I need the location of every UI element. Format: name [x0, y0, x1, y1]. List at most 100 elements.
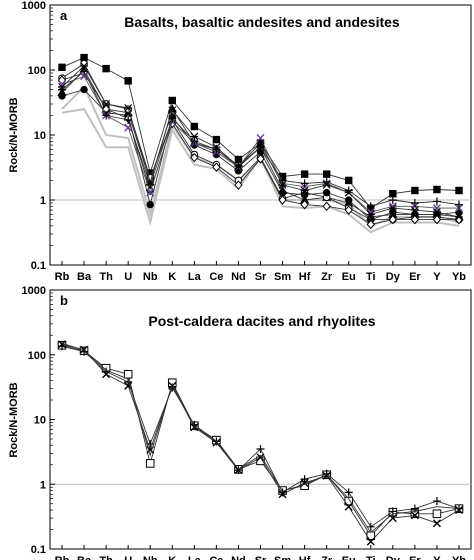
panel-a-series-6-point: [455, 212, 463, 221]
panel-b-x-ticks: Rb Ba Th U Nb K La Ce Nd Sr Sm Hf Zr Eu Ti Dy Er Y Yb: [55, 545, 466, 560]
panel-a-series-7-point: [278, 176, 287, 185]
panel-a-series-4-point: [168, 118, 177, 129]
panel-a-x-tick-label: Dy: [386, 271, 401, 283]
panel-a-series-5-point: [146, 188, 155, 197]
panel-a-series-7-point: [190, 137, 199, 146]
panel-a-y-tick-label: 10: [34, 130, 46, 142]
panel-a-x-tick-label: U: [124, 271, 132, 283]
panel-a-series-4-point: [432, 214, 442, 225]
panel-a-series-7-point: [212, 145, 221, 154]
panel-b-y-tick-label: 0.1: [31, 544, 46, 556]
panel-b-series-2-point: [366, 537, 375, 546]
panel-b-y-tick-label: 1000: [22, 285, 46, 297]
panel-b-label: b: [60, 293, 68, 308]
panel-b-series-1-point: [344, 488, 353, 497]
panel-a-x-tick-label: Sm: [274, 271, 291, 283]
panel-b-x-tick-label: Ba: [77, 555, 92, 560]
panel-a-title: Basalts, basaltic andesites and andesite…: [124, 14, 400, 30]
panel-b-series-3-line: [61, 342, 460, 534]
panel-b-y-ticks: 0.1 1 10 100 1000: [22, 285, 55, 556]
panel-b-series-2-point: [455, 506, 463, 515]
panel-b-series-2-point: [344, 502, 353, 511]
panel-b: b Post-caldera dacites and rhyolites Roc…: [8, 285, 472, 560]
panel-b-series-1-point: [366, 522, 375, 531]
panel-a-series-7-point: [344, 186, 353, 195]
panel-a-x-tick-label: Ba: [77, 271, 92, 283]
panel-b-series-2-point: [278, 490, 287, 499]
panel-a-series-6-point: [388, 204, 397, 213]
panel-b-x-tick-label: Hf: [299, 555, 311, 560]
panel-b-series-1-point: [256, 445, 265, 454]
panel-a-series-6-point: [432, 208, 441, 217]
panel-b-title: Post-caldera dacites and rhyolites: [148, 313, 375, 329]
panel-a-series-0-point: [212, 135, 221, 144]
panel-a-series-7-point: [300, 179, 309, 188]
panel-a-x-tick-label: K: [168, 271, 176, 283]
panel-b-x-tick-label: Sr: [255, 555, 267, 560]
panel-a-series-4-point: [190, 152, 199, 163]
panel-a-series-6-point: [102, 100, 111, 108]
panel-b-y-tick-label: 1: [40, 479, 46, 491]
panel-a-series-7-point: [124, 116, 133, 125]
panel-b-x-tick-label: Ce: [209, 555, 223, 560]
panel-b-series-0-point: [123, 369, 133, 379]
panel-b-y-axis-label: Rock/N-MORB: [8, 382, 20, 457]
panel-a-series-3-point: [146, 200, 154, 209]
panel-a-series-4-point: [300, 199, 309, 210]
panel-b-series-2-point: [58, 340, 66, 349]
panel-a-series-7-point: [256, 143, 265, 152]
panel-a-series-0-point: [389, 190, 397, 198]
panel-a-x-tick-label: Y: [433, 271, 441, 283]
panel-a-series-6-point: [300, 186, 309, 195]
panel-a-label: a: [60, 8, 68, 23]
panel-a-series-0-point: [190, 122, 199, 131]
panel-a-x-tick-label: Nb: [143, 271, 158, 283]
panel-a-series-0-point: [433, 185, 441, 194]
panel-b-x-tick-label: Th: [99, 555, 113, 560]
panel-a-series-2-point: [80, 59, 88, 68]
panel-b-series-2-point: [102, 370, 111, 379]
panel-b-x-tick-label: K: [168, 555, 176, 560]
panel-a-series-3-point: [345, 196, 353, 204]
panel-a-x-tick-label: Hf: [299, 271, 311, 283]
panel-a-x-tick-label: Yb: [452, 271, 466, 283]
panel-a-y-tick-label: 1: [40, 195, 46, 207]
panel-a-series-0-point: [80, 53, 88, 62]
panel-a-series-4-point: [410, 214, 420, 225]
panel-a-series-0-point: [102, 64, 110, 73]
panel-b-x-tick-label: Zr: [321, 555, 333, 560]
panel-b-y-tick-label: 10: [34, 415, 46, 427]
panel-b-series-1-point: [146, 439, 155, 448]
panel-a-series-7-point: [410, 198, 419, 207]
panel-a-series-6-point: [168, 106, 177, 115]
panel-a-series-6-point: [124, 104, 133, 112]
panel-a-series-8-line: [61, 108, 460, 234]
panel-a-x-tick-label: Th: [99, 271, 113, 283]
panel-a-series-4-point: [234, 180, 243, 190]
panel-b-x-tick-label: Nd: [231, 555, 246, 560]
panel-a-series-5-point: [124, 123, 133, 132]
panel-a-series-7-point: [432, 197, 441, 206]
panel-a-x-tick-label: Sr: [255, 271, 267, 283]
panel-b-series-1-point: [300, 475, 309, 484]
panel-a-series-7-point: [366, 202, 375, 211]
panel-b-series-2-point: [432, 519, 441, 528]
panel-a-x-tick-label: La: [188, 271, 202, 283]
panel-a-series-6-point: [410, 206, 419, 214]
panel-b-x-tick-label: Eu: [342, 555, 356, 560]
panel-b-y-tick-label: 100: [28, 350, 46, 362]
panel-a-x-tick-label: Nd: [231, 271, 246, 283]
panel-b-x-tick-label: Nb: [143, 555, 158, 560]
panel-b-x-tick-label: Y: [433, 555, 441, 560]
panel-a-y-tick-label: 100: [28, 65, 46, 77]
panel-a-y-tick-label: 0.1: [31, 260, 46, 272]
panel-a-series-7-point: [322, 177, 331, 186]
panel-b-series: [57, 340, 464, 546]
panel-b-x-tick-label: Dy: [386, 555, 401, 560]
panel-a-series-0-point: [322, 170, 331, 178]
panel-a-y-tick-label: 1000: [22, 0, 46, 12]
panel-a-x-tick-label: Ce: [209, 271, 223, 283]
panel-a-series-7-point: [388, 196, 397, 204]
panel-a-series-7-point: [168, 114, 177, 123]
panel-a-series-6-point: [366, 210, 375, 219]
